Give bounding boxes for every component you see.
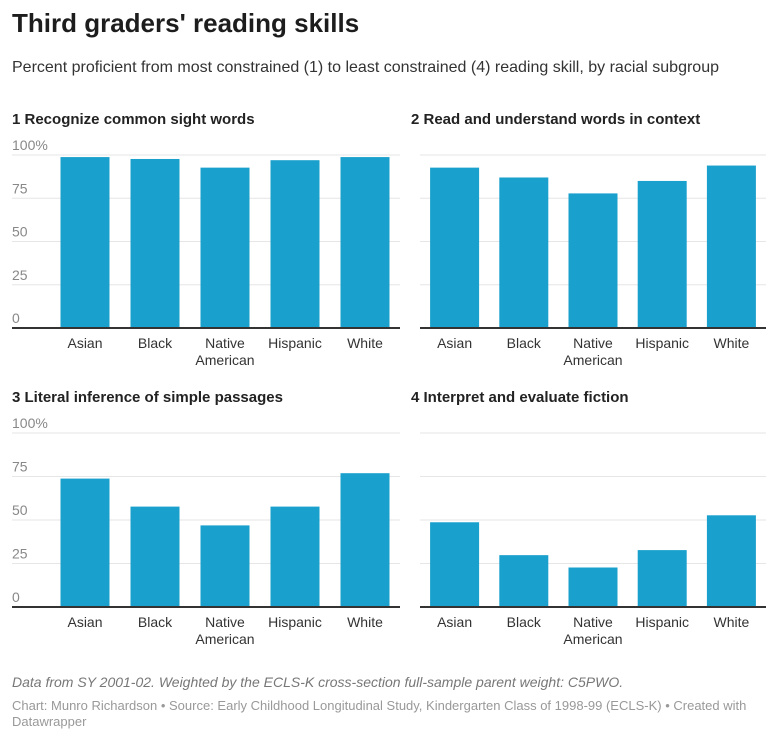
bar-hispanic <box>637 180 687 328</box>
x-tick-label: White <box>347 335 383 351</box>
x-tick-label: Hispanic <box>635 614 689 630</box>
bar-white <box>706 165 756 328</box>
bar-black <box>499 555 549 607</box>
y-tick-label: 50 <box>12 502 28 518</box>
x-tick-label: Hispanic <box>268 614 322 630</box>
bar-native-american <box>200 167 250 328</box>
y-tick-label: 0 <box>12 310 20 326</box>
y-tick-label: 75 <box>12 459 28 475</box>
bar-black <box>130 506 180 607</box>
chart-title: Third graders' reading skills <box>12 8 360 38</box>
x-tick-label: Native American <box>195 335 254 368</box>
x-tick-label: Asian <box>437 335 472 351</box>
x-tick-label: Hispanic <box>635 335 689 351</box>
bar-black <box>130 158 180 328</box>
bar-black <box>499 177 549 328</box>
x-tick-label: Native American <box>563 614 622 647</box>
y-tick-label: 75 <box>12 180 28 196</box>
x-tick-label: Black <box>138 614 173 630</box>
y-tick-label: 0 <box>12 589 20 605</box>
bar-asian <box>430 522 480 607</box>
x-tick-label: White <box>347 614 383 630</box>
x-tick-label: Asian <box>437 614 472 630</box>
panel-3-title: 3 Literal inference of simple passages <box>12 389 283 406</box>
chart-byline: Chart: Munro Richardson • Source: Early … <box>12 698 747 729</box>
panel-2-title: 2 Read and understand words in context <box>411 111 701 128</box>
x-tick-label: Black <box>507 335 542 351</box>
x-tick-label: White <box>714 335 750 351</box>
x-tick-label: Black <box>507 614 542 630</box>
bar-native-american <box>568 567 618 607</box>
x-tick-label: White <box>714 614 750 630</box>
bar-white <box>706 515 756 607</box>
bar-native-american <box>200 525 250 607</box>
panel-1-title: 1 Recognize common sight words <box>12 111 255 128</box>
y-tick-label: 100% <box>12 415 48 431</box>
x-tick-label: Asian <box>67 335 102 351</box>
bar-hispanic <box>270 506 320 607</box>
bar-asian <box>430 167 480 328</box>
bar-white <box>340 157 390 328</box>
chart-subtitle: Percent proficient from most constrained… <box>12 59 719 76</box>
x-tick-label: Native American <box>563 335 622 368</box>
bar-asian <box>60 478 110 607</box>
bar-asian <box>60 157 110 328</box>
y-tick-label: 100% <box>12 137 48 153</box>
bar-hispanic <box>270 160 320 328</box>
bar-white <box>340 473 390 607</box>
chart-notes: Data from SY 2001-02. Weighted by the EC… <box>12 674 624 690</box>
panel-4-title: 4 Interpret and evaluate fiction <box>411 389 629 406</box>
y-tick-label: 25 <box>12 546 28 562</box>
y-tick-label: 50 <box>12 224 28 240</box>
x-tick-label: Native American <box>195 614 254 647</box>
bar-hispanic <box>637 550 687 607</box>
x-tick-label: Hispanic <box>268 335 322 351</box>
x-tick-label: Asian <box>67 614 102 630</box>
bar-native-american <box>568 193 618 328</box>
y-tick-label: 25 <box>12 267 28 283</box>
x-tick-label: Black <box>138 335 173 351</box>
small-multiples-chart: 0 25 50 75 100% Asian Black Native American Hispa… <box>12 137 766 647</box>
